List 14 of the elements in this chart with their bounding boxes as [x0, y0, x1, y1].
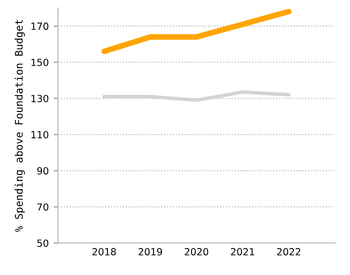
line-series — [102, 90, 291, 102]
x-tick-label: 2020 — [184, 248, 208, 256]
x-tick-label: 2018 — [92, 248, 116, 256]
x-tick-label: 2021 — [231, 248, 254, 256]
y-tick-label: 90 — [37, 167, 48, 175]
y-tick-label: 70 — [37, 203, 48, 211]
y-tick-label: 50 — [37, 239, 48, 247]
y-tick-label: 110 — [31, 131, 48, 138]
y-tick-label: 170 — [31, 22, 48, 30]
x-tick-label: 2019 — [138, 248, 162, 256]
y-tick-label: 150 — [31, 58, 48, 66]
y-tick-label: 130 — [31, 94, 48, 102]
x-tick-label: 2022 — [277, 248, 300, 256]
y-axis-title: % Spending above Foundation Budget — [14, 20, 25, 232]
